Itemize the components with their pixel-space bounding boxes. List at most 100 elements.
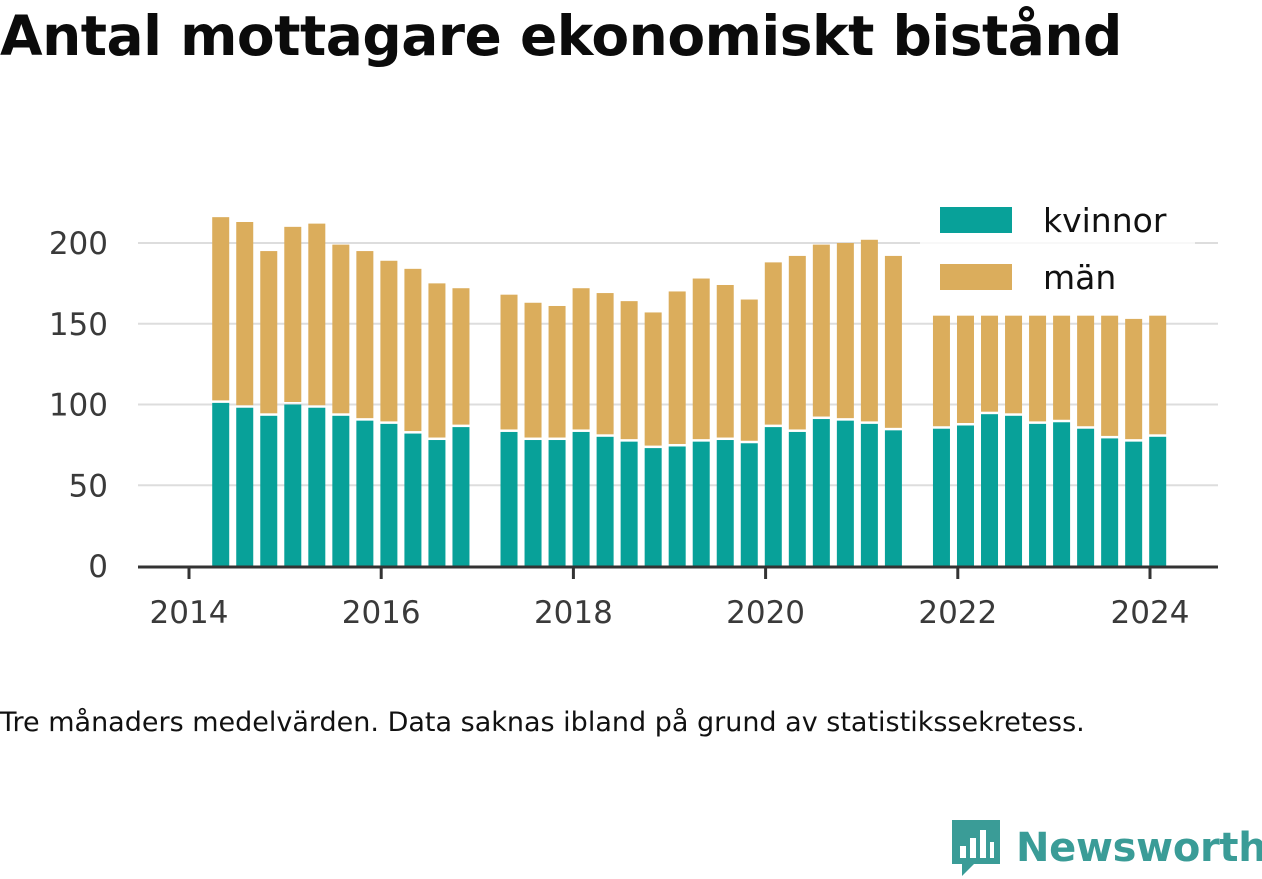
bar-kvinnor	[692, 441, 710, 566]
bar-man	[932, 315, 950, 427]
bar-kvinnor	[380, 423, 398, 566]
bar-kvinnor	[644, 448, 662, 566]
bar-kvinnor	[764, 427, 782, 566]
bar-man	[644, 312, 662, 446]
bar-man	[452, 288, 470, 425]
bar-man	[1005, 315, 1023, 414]
bar-kvinnor	[260, 415, 278, 566]
bar-man	[356, 251, 374, 419]
bar-kvinnor	[1125, 441, 1143, 566]
bar-man	[548, 305, 566, 438]
bar-man	[740, 299, 758, 441]
bar-kvinnor	[956, 425, 974, 566]
bar-kvinnor	[1101, 438, 1119, 566]
bar-man	[572, 288, 590, 430]
brand-name: Newsworthy	[1016, 825, 1262, 871]
bar-man	[1053, 315, 1071, 420]
bar-kvinnor	[404, 433, 422, 566]
bar-kvinnor	[500, 431, 518, 566]
bar-kvinnor	[884, 430, 902, 566]
bar-kvinnor	[452, 427, 470, 566]
bar-man	[884, 255, 902, 428]
bar-man	[236, 222, 254, 406]
y-tick-label: 50	[69, 468, 108, 504]
bar-kvinnor	[236, 407, 254, 566]
bar-kvinnor	[620, 441, 638, 566]
bar-kvinnor	[356, 420, 374, 566]
bar-man	[284, 226, 302, 402]
bar-kvinnor	[836, 420, 854, 566]
bar-man	[596, 293, 614, 435]
bar-man	[860, 239, 878, 422]
bar-kvinnor	[716, 440, 734, 566]
bar-man	[260, 251, 278, 414]
bar-man	[308, 223, 326, 406]
bar-kvinnor	[1005, 415, 1023, 566]
bar-kvinnor	[668, 446, 686, 566]
legend-item-kvinnor: kvinnor	[1043, 201, 1167, 240]
y-tick-label: 100	[49, 388, 108, 424]
legend: kvinnor män	[920, 193, 1195, 315]
bar-chart-speech-bubble-icon	[952, 820, 1000, 876]
bar-man	[1125, 318, 1143, 440]
bar-kvinnor	[524, 440, 542, 566]
x-tick-label: 2020	[726, 595, 805, 631]
bar-man	[620, 301, 638, 440]
bar-kvinnor	[332, 415, 350, 566]
bar-kvinnor	[212, 402, 230, 566]
bar-man	[428, 283, 446, 438]
bar-kvinnor	[932, 428, 950, 566]
bar-kvinnor	[548, 440, 566, 566]
brand-logo[interactable]: Newsworthy	[950, 818, 1262, 878]
y-tick-label: 0	[88, 549, 108, 585]
bars	[212, 217, 1167, 566]
legend-item-man: män	[1043, 258, 1116, 297]
bar-man	[812, 244, 830, 417]
bar-man	[836, 243, 854, 419]
legend-swatch	[940, 207, 1012, 233]
legend-swatch	[940, 264, 1012, 290]
bar-kvinnor	[740, 443, 758, 566]
bar-man	[404, 268, 422, 432]
bar-kvinnor	[1149, 436, 1167, 566]
bar-man	[332, 244, 350, 414]
bar-kvinnor	[308, 407, 326, 566]
chart-caption: Tre månaders medelvärden. Data saknas ib…	[0, 707, 1085, 738]
bar-kvinnor	[1077, 428, 1095, 566]
chart-title: Antal mottagare ekonomiskt bistånd	[0, 4, 1122, 68]
stacked-bar-chart: 0 50 100 150 200 2014 2016 2018 2020 2022 2024 kvi…	[48, 193, 1218, 631]
bar-man	[692, 278, 710, 440]
bar-man	[380, 260, 398, 422]
bar-man	[1077, 315, 1095, 427]
bar-kvinnor	[788, 431, 806, 566]
bar-man	[956, 315, 974, 423]
bar-man	[500, 294, 518, 430]
y-tick-label: 150	[49, 307, 108, 343]
bar-kvinnor	[596, 436, 614, 566]
y-tick-label: 200	[49, 226, 108, 262]
bar-man	[981, 315, 999, 412]
bar-man	[1149, 315, 1167, 435]
x-tick-label: 2024	[1111, 595, 1190, 631]
bar-man	[212, 217, 230, 401]
bar-kvinnor	[284, 404, 302, 566]
bar-kvinnor	[428, 440, 446, 566]
bar-kvinnor	[1053, 422, 1071, 566]
x-tick-label: 2018	[534, 595, 613, 631]
bar-man	[524, 302, 542, 438]
axes: 0 50 100 150 200 2014 2016 2018 2020 2022 2024	[49, 226, 1218, 631]
x-tick-label: 2022	[918, 595, 997, 631]
x-tick-label: 2014	[150, 595, 229, 631]
bar-man	[668, 291, 686, 444]
bar-kvinnor	[981, 414, 999, 566]
bar-kvinnor	[1029, 423, 1047, 566]
bar-kvinnor	[860, 423, 878, 566]
bar-kvinnor	[812, 419, 830, 566]
bar-kvinnor	[572, 431, 590, 566]
bar-man	[716, 284, 734, 438]
bar-man	[1101, 315, 1119, 436]
bar-man	[764, 262, 782, 425]
x-tick-label: 2016	[342, 595, 421, 631]
bar-man	[1029, 315, 1047, 422]
bar-man	[788, 255, 806, 430]
